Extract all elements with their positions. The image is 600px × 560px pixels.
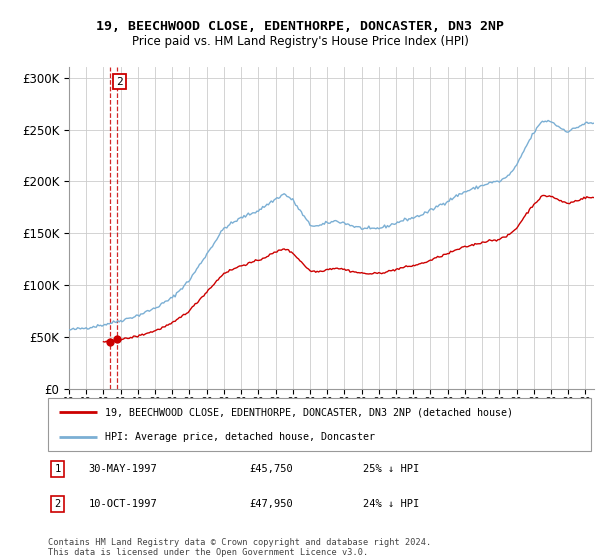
Text: 19, BEECHWOOD CLOSE, EDENTHORPE, DONCASTER, DN3 2NP: 19, BEECHWOOD CLOSE, EDENTHORPE, DONCAST… — [96, 20, 504, 32]
Text: 1: 1 — [55, 464, 61, 474]
Text: 25% ↓ HPI: 25% ↓ HPI — [363, 464, 419, 474]
Text: 30-MAY-1997: 30-MAY-1997 — [89, 464, 157, 474]
Text: 10-OCT-1997: 10-OCT-1997 — [89, 499, 157, 509]
Text: 19, BEECHWOOD CLOSE, EDENTHORPE, DONCASTER, DN3 2NP (detached house): 19, BEECHWOOD CLOSE, EDENTHORPE, DONCAST… — [105, 408, 513, 418]
FancyBboxPatch shape — [48, 398, 591, 451]
Text: £47,950: £47,950 — [249, 499, 293, 509]
Text: Contains HM Land Registry data © Crown copyright and database right 2024.
This d: Contains HM Land Registry data © Crown c… — [48, 538, 431, 557]
Text: £45,750: £45,750 — [249, 464, 293, 474]
Text: 24% ↓ HPI: 24% ↓ HPI — [363, 499, 419, 509]
Text: Price paid vs. HM Land Registry's House Price Index (HPI): Price paid vs. HM Land Registry's House … — [131, 35, 469, 48]
Text: 2: 2 — [55, 499, 61, 509]
Text: HPI: Average price, detached house, Doncaster: HPI: Average price, detached house, Donc… — [105, 432, 375, 442]
Text: 2: 2 — [116, 77, 123, 87]
